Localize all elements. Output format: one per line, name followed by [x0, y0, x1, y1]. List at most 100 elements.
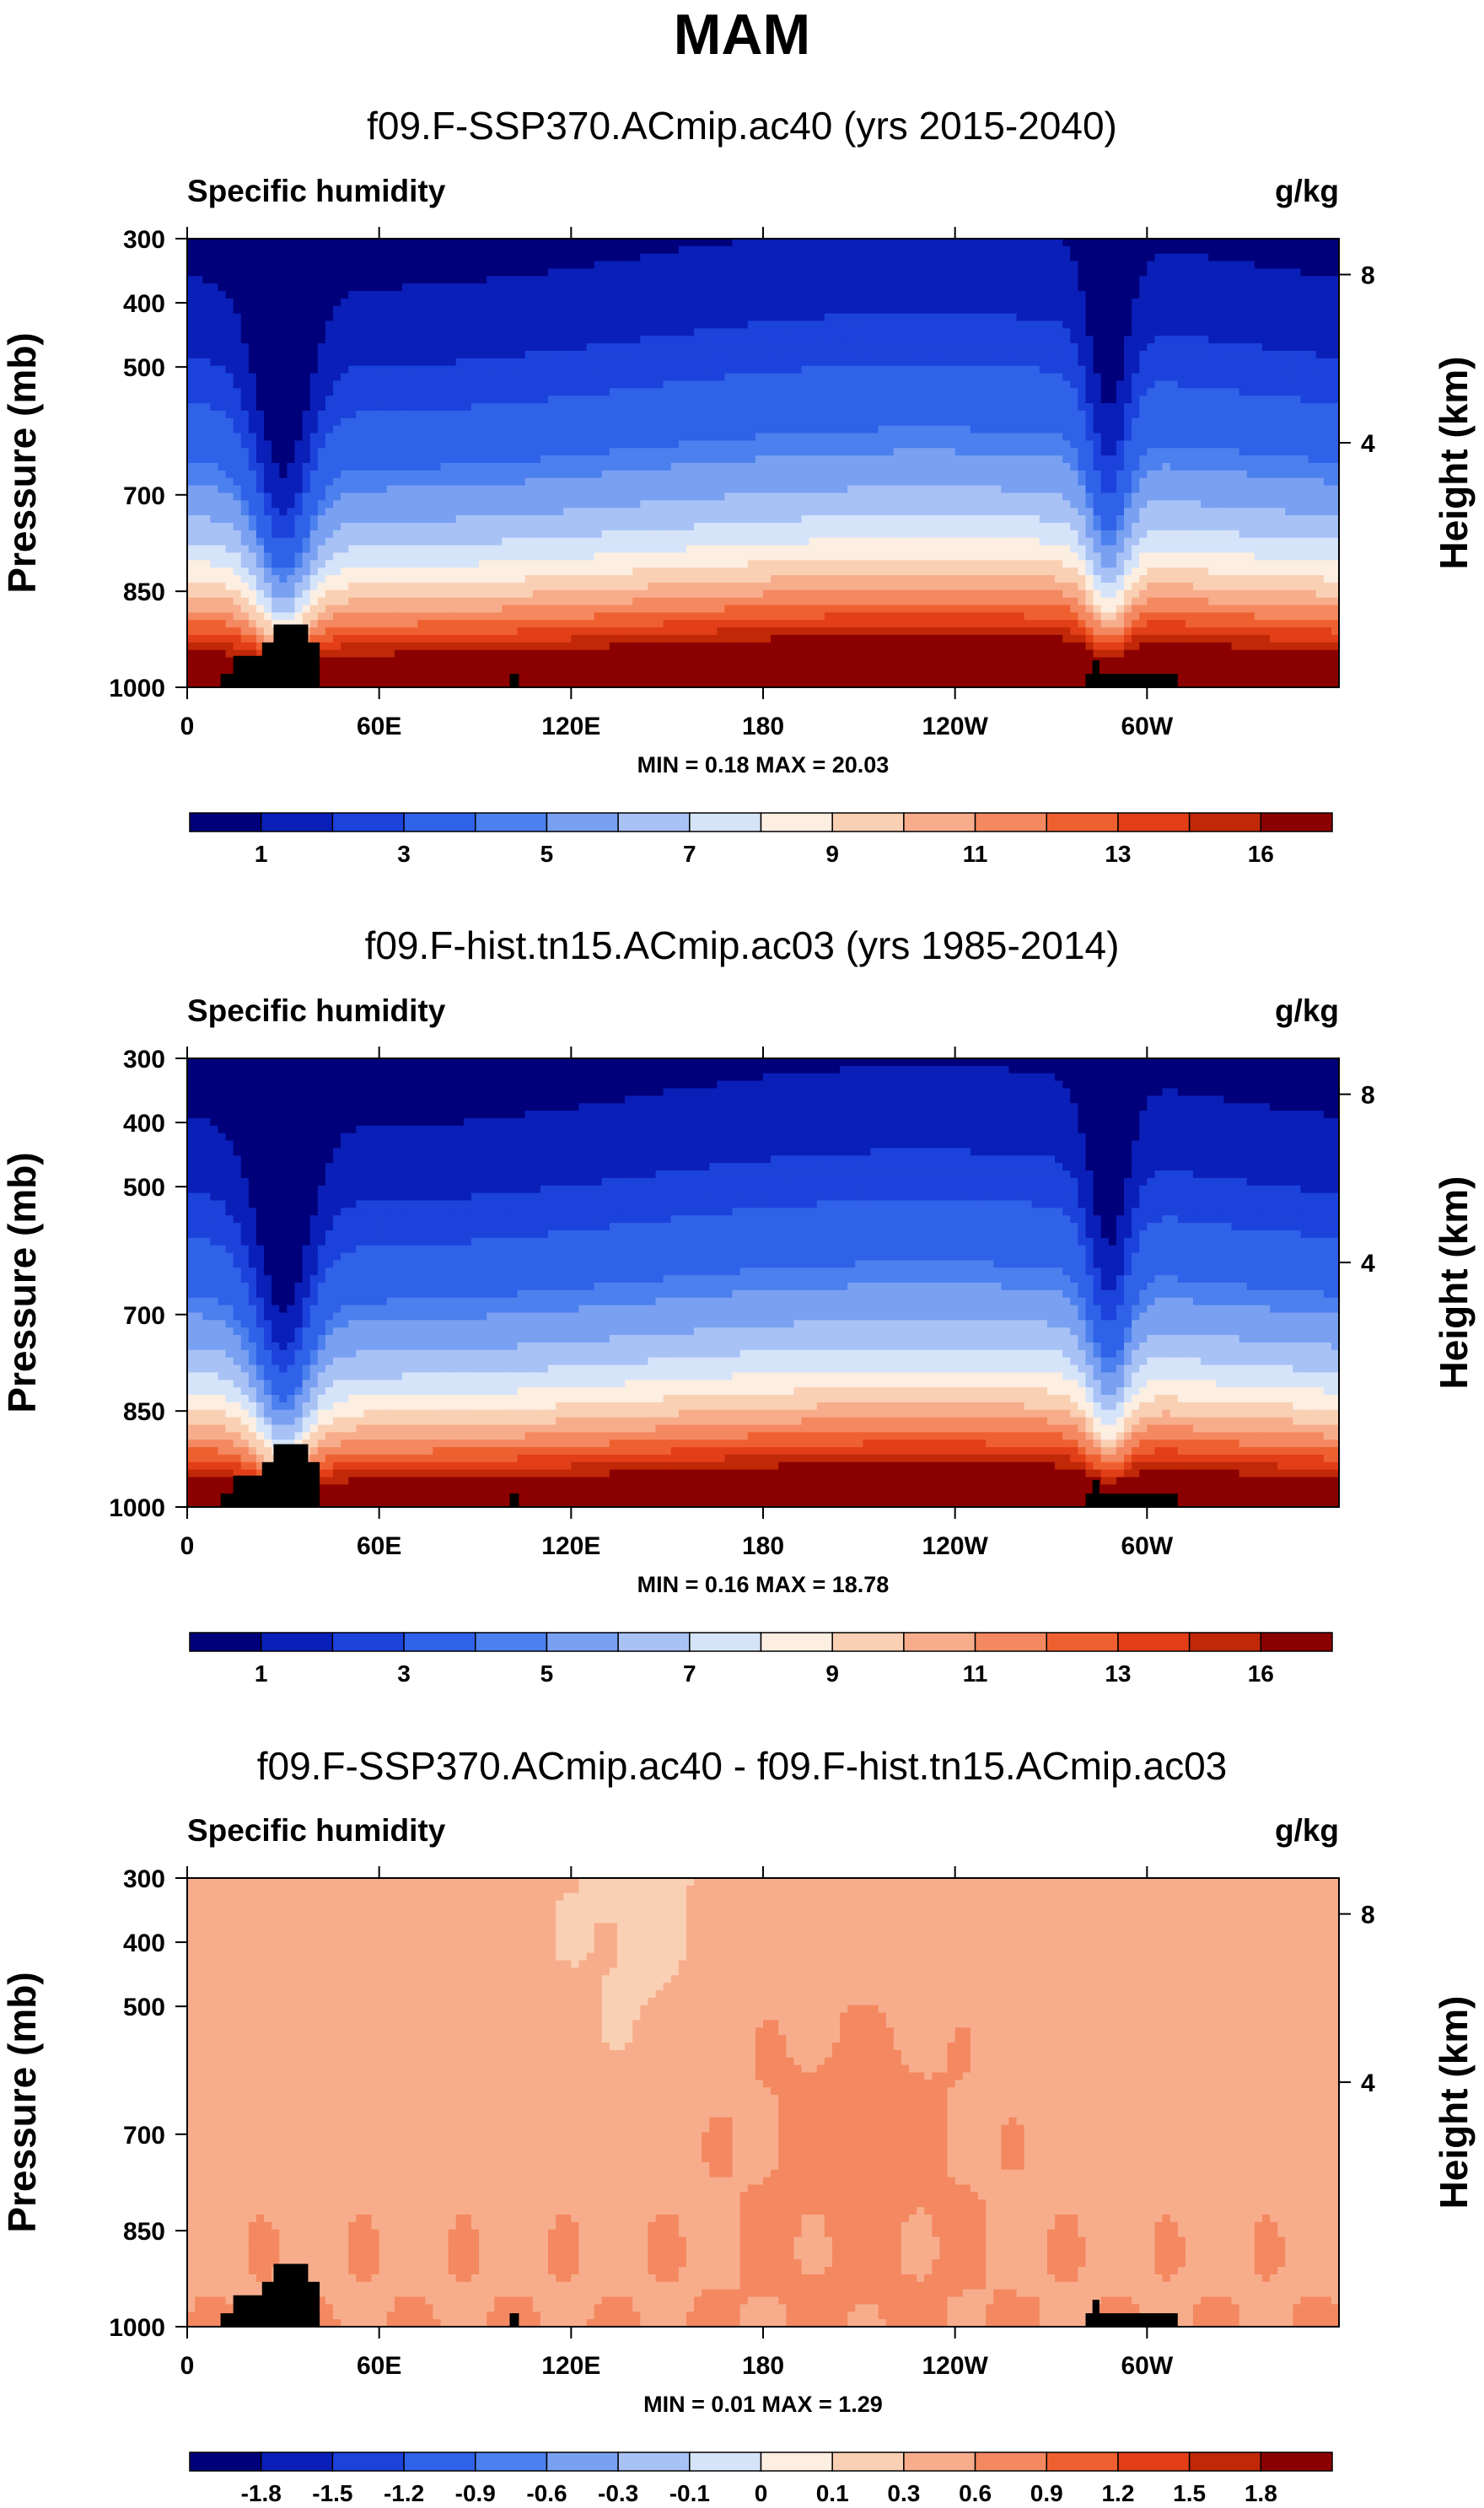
field-cell [1147, 314, 1155, 321]
field-cell [372, 306, 380, 314]
field-cell [195, 254, 203, 261]
field-cell [294, 261, 303, 269]
field-cell [778, 246, 787, 254]
field-cell [1032, 306, 1040, 314]
field-cell [1208, 299, 1217, 306]
field-cell [1239, 291, 1248, 299]
field-cell [1062, 291, 1071, 299]
field-cell [664, 261, 672, 269]
field-cell [1139, 314, 1148, 321]
field-cell [287, 268, 295, 276]
field-cell [1078, 246, 1086, 254]
field-cell [425, 283, 433, 291]
field-cell [1047, 314, 1056, 321]
field-cell [502, 246, 510, 254]
field-cell [986, 314, 994, 321]
field-cell [802, 314, 810, 321]
field-cell [1154, 306, 1163, 314]
field-cell [1055, 306, 1063, 314]
field-cell [886, 299, 895, 306]
field-cell [318, 261, 326, 269]
field-cell [587, 299, 595, 306]
field-cell [1293, 276, 1301, 283]
field-cell [279, 261, 288, 269]
field-cell [733, 283, 741, 291]
field-cell [287, 299, 295, 306]
field-cell [433, 246, 441, 254]
field-cell [602, 306, 610, 314]
field-cell [578, 246, 587, 254]
field-cell [901, 239, 910, 246]
field-cell [955, 261, 964, 269]
field-cell [234, 299, 242, 306]
field-cell [494, 291, 503, 299]
field-cell [771, 291, 779, 299]
field-cell [825, 299, 833, 306]
field-cell [786, 299, 794, 306]
field-cell [287, 254, 295, 261]
field-cell [356, 276, 364, 283]
field-cell [1024, 299, 1033, 306]
field-cell [1247, 254, 1255, 261]
field-cell [793, 299, 802, 306]
field-cell [294, 254, 303, 261]
field-cell [348, 291, 357, 299]
field-cell [249, 306, 257, 314]
field-cell [632, 246, 641, 254]
field-cell [433, 239, 441, 246]
field-cell [855, 268, 863, 276]
field-cell [279, 291, 288, 299]
field-cell [578, 306, 587, 314]
field-cell [971, 239, 979, 246]
field-cell [195, 268, 203, 276]
field-cell [832, 268, 841, 276]
field-cell [234, 306, 242, 314]
field-cell [1032, 239, 1040, 246]
field-cell [1047, 283, 1056, 291]
field-cell [249, 299, 257, 306]
field-cell [1055, 268, 1063, 276]
field-cell [610, 276, 618, 283]
field-cell [1262, 299, 1271, 306]
field-cell [548, 276, 556, 283]
field-cell [1216, 291, 1224, 299]
field-cell [686, 314, 695, 321]
field-cell [809, 261, 818, 269]
field-cell [1186, 268, 1194, 276]
field-cell [986, 299, 994, 306]
field-cell [1062, 299, 1071, 306]
field-cell [587, 254, 595, 261]
field-cell [909, 239, 917, 246]
field-cell [318, 306, 326, 314]
field-cell [894, 291, 902, 299]
field-cell [1116, 268, 1125, 276]
field-cell [847, 299, 856, 306]
field-cell [671, 239, 680, 246]
field-cell [625, 276, 633, 283]
field-cell [610, 254, 618, 261]
field-cell [548, 246, 556, 254]
field-cell [1094, 261, 1102, 269]
field-cell [518, 276, 526, 283]
field-cell [993, 239, 1002, 246]
field-cell [202, 261, 211, 269]
field-cell [671, 276, 680, 283]
field-cell [664, 239, 672, 246]
field-cell [540, 239, 549, 246]
field-cell [325, 314, 334, 321]
field-cell [287, 314, 295, 321]
field-cell [410, 283, 418, 291]
field-cell [971, 254, 979, 261]
field-cell [509, 283, 518, 291]
field-cell [610, 268, 618, 276]
field-cell [870, 246, 879, 254]
field-cell [256, 291, 265, 299]
field-cell [1262, 276, 1271, 283]
field-cell [1163, 306, 1171, 314]
field-cell [1316, 299, 1325, 306]
field-cell [310, 246, 319, 254]
field-cell [886, 246, 895, 254]
field-cell [494, 239, 503, 246]
field-cell [740, 254, 749, 261]
field-cell [387, 268, 395, 276]
